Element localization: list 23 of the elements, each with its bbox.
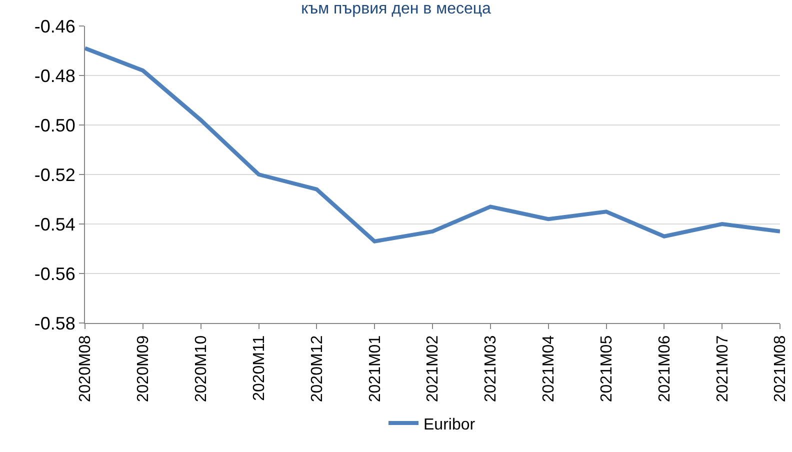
x-tick-label: 2020M09 <box>135 335 152 402</box>
y-tick-label: -0.46 <box>34 16 76 36</box>
x-tick-label: 2021M06 <box>656 335 674 402</box>
y-tick-label: -0.54 <box>34 214 76 234</box>
chart-title: към първия ден в месеца <box>301 0 492 18</box>
y-tick-label: -0.56 <box>34 264 76 284</box>
x-tick-label: 2021M08 <box>772 335 790 402</box>
x-tick-label: 2021M01 <box>366 335 384 402</box>
x-tick-label: 2021M03 <box>482 335 500 402</box>
x-tick-label: 2020M12 <box>308 335 326 402</box>
y-tick-label: -0.52 <box>34 164 76 185</box>
x-tick-label: 2021M04 <box>540 335 558 402</box>
x-tick-label: 2021M02 <box>424 335 442 402</box>
y-tick-label: -0.48 <box>34 66 76 86</box>
y-tick-label: -0.58 <box>34 313 76 334</box>
x-tick-label: 2020M08 <box>77 335 94 402</box>
y-tick-label: -0.50 <box>34 115 76 136</box>
legend-label: Euribor <box>424 416 476 434</box>
x-tick-label: 2021M07 <box>714 335 732 402</box>
x-tick-label: 2020M10 <box>193 335 210 402</box>
line-series <box>85 46 780 244</box>
x-tick-label: 2021M05 <box>598 335 616 402</box>
x-tick-label: 2020M11 <box>250 335 268 401</box>
